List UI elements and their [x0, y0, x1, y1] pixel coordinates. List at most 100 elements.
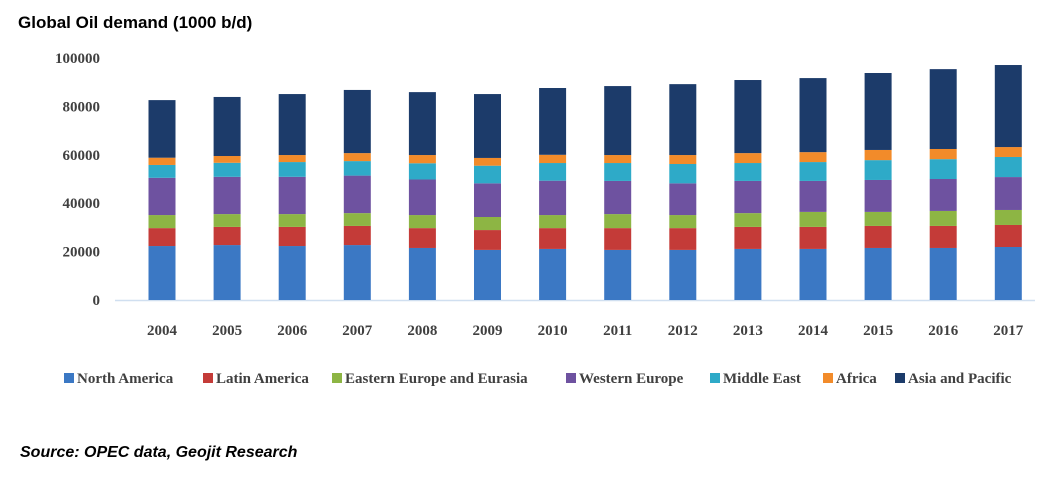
legend-swatch [823, 373, 833, 383]
bar-segment-western-europe [604, 180, 632, 215]
bar-segment-latin-america [669, 228, 697, 250]
bar-segment-eastern-europe-and-eurasia [864, 211, 892, 226]
bar-segment-north-america [278, 246, 306, 300]
x-tick-label: 2016 [928, 323, 959, 339]
bar-segment-western-europe [734, 180, 762, 214]
source-note: Source: OPEC data, Geojit Research [20, 444, 298, 461]
legend-item: Eastern Europe and Eurasia [332, 371, 528, 387]
legend-label: Asia and Pacific [908, 371, 1012, 387]
bar-segment-africa [408, 155, 436, 164]
bar-segment-middle-east [213, 162, 241, 177]
bar-segment-asia-and-pacific [864, 73, 892, 150]
x-tick-label: 2013 [733, 323, 763, 339]
bar-segment-eastern-europe-and-eurasia [343, 213, 371, 226]
bar-segment-western-europe [343, 175, 371, 214]
y-tick-label: 80000 [63, 99, 101, 115]
legend-swatch [64, 373, 74, 383]
bar-segment-latin-america [408, 228, 436, 248]
legend-item: Asia and Pacific [895, 371, 1012, 387]
bar-segment-asia-and-pacific [994, 65, 1022, 148]
y-tick-label: 100000 [55, 51, 100, 67]
bar-segment-western-europe [148, 177, 176, 216]
bar-segment-north-america [343, 245, 371, 300]
bar-segment-africa [604, 155, 632, 164]
bar-segment-middle-east [994, 156, 1022, 178]
bar-segment-asia-and-pacific [799, 78, 827, 153]
bar-segment-africa [148, 157, 176, 165]
legend-label: Latin America [216, 371, 309, 387]
legend-swatch [566, 373, 576, 383]
legend-label: Eastern Europe and Eurasia [345, 371, 528, 387]
bar-segment-north-america [539, 248, 567, 300]
bar-segment-north-america [408, 247, 436, 300]
bar-segment-western-europe [539, 180, 567, 216]
bar-segment-north-america [929, 247, 957, 300]
bar-segment-north-america [994, 247, 1022, 300]
bar-segment-asia-and-pacific [474, 94, 501, 158]
bar-segment-middle-east [864, 160, 892, 180]
legend-item: Latin America [203, 371, 309, 387]
bar-segment-middle-east [148, 164, 176, 178]
legend-swatch [332, 373, 342, 383]
bar-segment-latin-america [929, 225, 957, 248]
legend-label: Africa [836, 371, 877, 387]
bar-segment-latin-america [604, 228, 632, 250]
legend-label: Middle East [723, 371, 801, 387]
bar-segment-north-america [213, 245, 241, 300]
bar-segment-eastern-europe-and-eurasia [278, 214, 306, 227]
bar-segment-middle-east [929, 159, 957, 179]
x-tick-label: 2008 [407, 323, 437, 339]
bar-segment-eastern-europe-and-eurasia [734, 213, 762, 227]
bar-segment-asia-and-pacific [929, 69, 957, 149]
bar-segment-eastern-europe-and-eurasia [604, 214, 632, 229]
legend-item: Western Europe [566, 371, 684, 387]
bar-segment-eastern-europe-and-eurasia [213, 214, 241, 227]
bar-segment-western-europe [278, 176, 306, 215]
bar-segment-middle-east [343, 161, 371, 176]
bar-segment-middle-east [734, 163, 762, 181]
x-tick-label: 2011 [603, 323, 632, 339]
legend-label: North America [77, 371, 174, 387]
x-tick-label: 2005 [212, 323, 242, 339]
bar-segment-middle-east [669, 163, 697, 184]
bar-segment-western-europe [669, 183, 697, 216]
x-tick-label: 2009 [473, 323, 503, 339]
chart-title: Global Oil demand (1000 b/d) [18, 13, 252, 32]
bar-segment-eastern-europe-and-eurasia [929, 210, 957, 226]
bar-segment-asia-and-pacific [278, 94, 306, 156]
legend-item: North America [64, 371, 174, 387]
bar-segment-middle-east [604, 163, 632, 181]
x-tick-label: 2014 [798, 323, 829, 339]
legend-item: Africa [823, 371, 877, 387]
x-tick-label: 2012 [668, 323, 698, 339]
bar-segment-asia-and-pacific [669, 84, 697, 156]
bar-segment-eastern-europe-and-eurasia [474, 216, 501, 231]
bar-segment-latin-america [734, 226, 762, 249]
bar-segment-eastern-europe-and-eurasia [799, 211, 827, 227]
legend-item: Middle East [710, 371, 801, 387]
bar-segment-latin-america [278, 226, 306, 247]
x-tick-label: 2010 [538, 323, 568, 339]
bar-segment-africa [213, 156, 241, 163]
legend-swatch [895, 373, 905, 383]
bar-segment-asia-and-pacific [539, 88, 567, 155]
x-tick-label: 2004 [147, 323, 178, 339]
bar-segment-latin-america [474, 230, 501, 250]
bar-segment-north-america [864, 247, 892, 300]
bar-segment-western-europe [929, 179, 957, 211]
bar-segment-africa [278, 155, 306, 163]
bar-segment-eastern-europe-and-eurasia [539, 215, 567, 229]
bar-segment-latin-america [213, 226, 241, 246]
bar-segment-asia-and-pacific [604, 86, 632, 156]
bar-segment-latin-america [994, 224, 1022, 248]
bar-segment-north-america [799, 248, 827, 300]
bar-segment-western-europe [213, 176, 241, 215]
bar-segment-middle-east [799, 162, 827, 181]
bar-segment-africa [734, 153, 762, 164]
x-tick-label: 2007 [342, 323, 373, 339]
bar-segment-middle-east [474, 165, 501, 184]
bar-segment-asia-and-pacific [343, 89, 371, 154]
bar-segment-asia-and-pacific [213, 96, 241, 157]
y-tick-label: 0 [93, 293, 101, 309]
